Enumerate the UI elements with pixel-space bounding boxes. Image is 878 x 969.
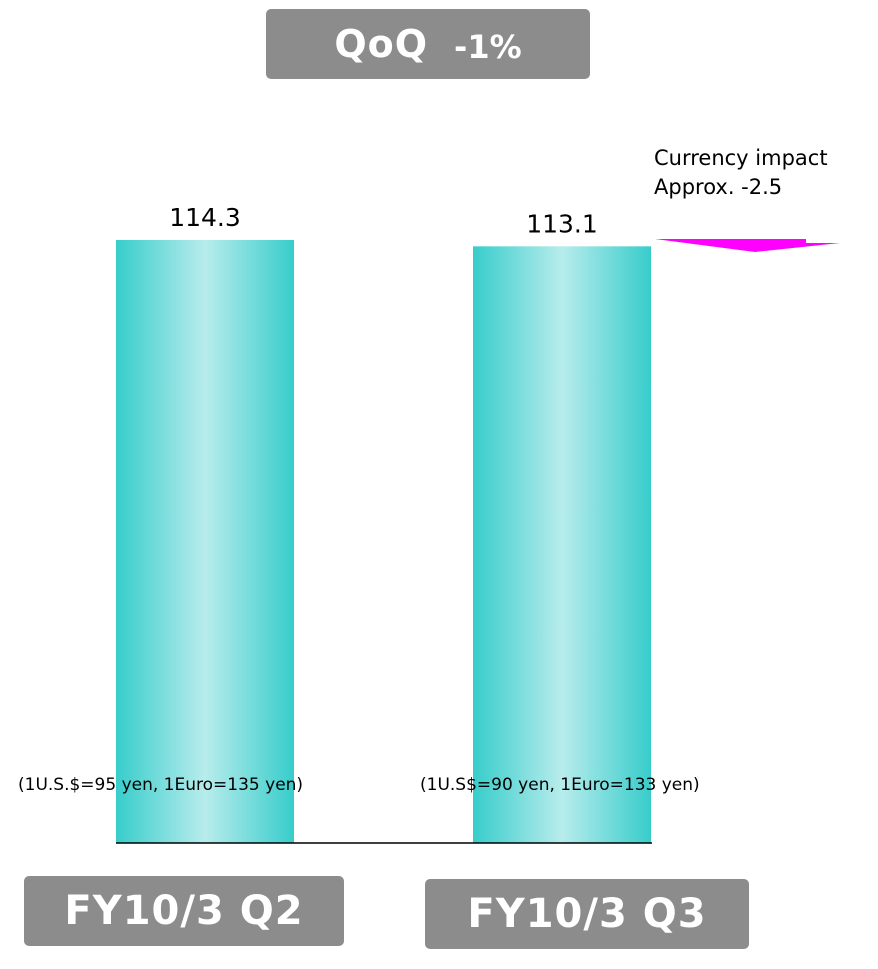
bar-value-label-q3: 113.1 bbox=[526, 209, 598, 238]
currency-impact-arrow-icon bbox=[655, 239, 840, 252]
bar-value-label-q2: 114.3 bbox=[169, 203, 241, 232]
exchange-rate-q3: (1U.S$=90 yen, 1Euro=133 yen) bbox=[420, 775, 700, 795]
period-label-q2: FY10/3 Q2 bbox=[24, 876, 344, 946]
qoq-badge: QoQ -1% bbox=[266, 9, 590, 79]
currency-impact-value: Approx. -2.5 bbox=[654, 175, 783, 199]
bar-q3 bbox=[473, 246, 651, 844]
period-label-q3: FY10/3 Q3 bbox=[425, 879, 749, 949]
exchange-rate-q2: (1U.S.$=95 yen, 1Euro=135 yen) bbox=[18, 775, 304, 795]
qoq-change: -1% bbox=[454, 28, 522, 66]
bar-q2 bbox=[116, 240, 294, 843]
currency-impact-title: Currency impact bbox=[654, 146, 828, 170]
qoq-label: QoQ bbox=[334, 22, 429, 66]
